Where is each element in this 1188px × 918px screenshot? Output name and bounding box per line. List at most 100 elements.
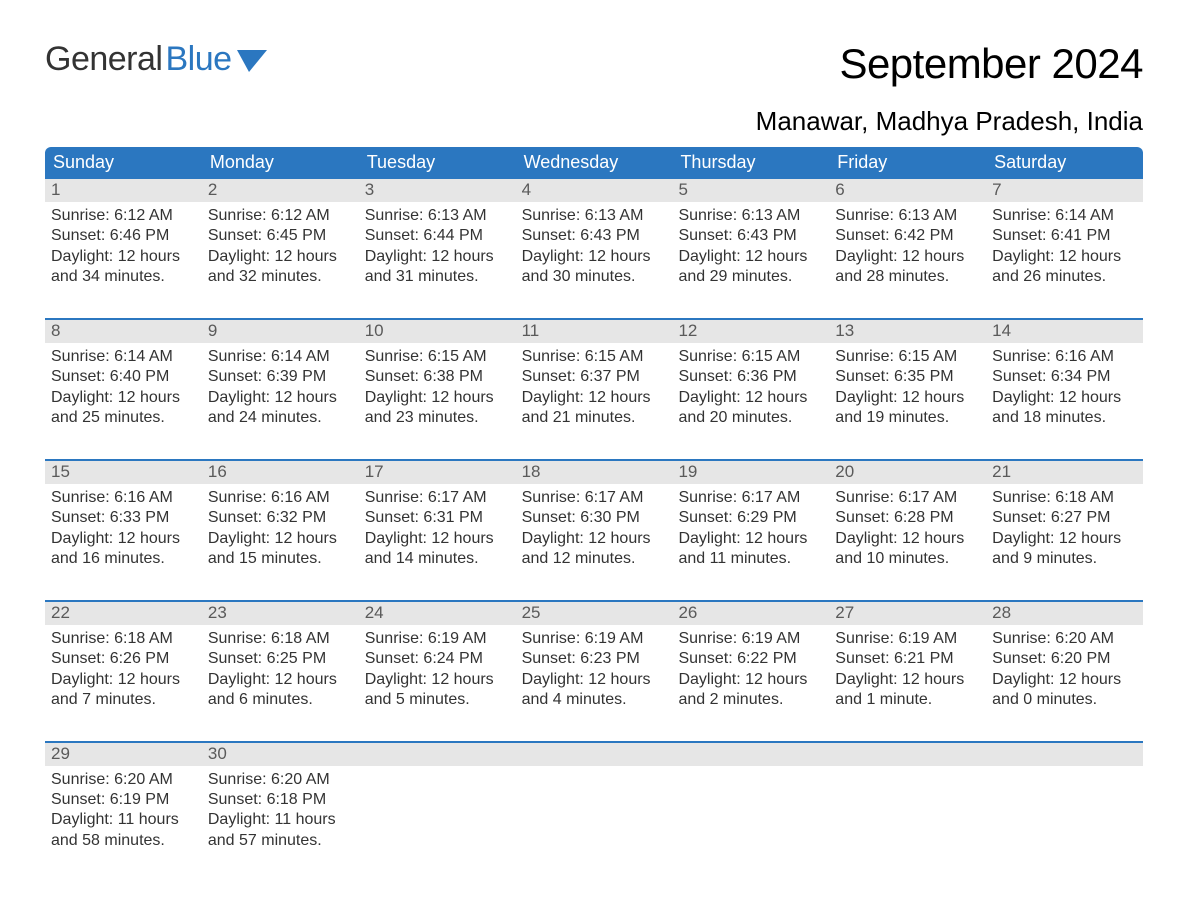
brand-part2: Blue [165, 40, 231, 79]
day-number: 22 [45, 602, 202, 625]
calendar-day-cell: 29Sunrise: 6:20 AMSunset: 6:19 PMDayligh… [45, 743, 202, 856]
daylight-line: Daylight: 12 hours and 0 minutes. [992, 670, 1137, 711]
sunrise-line: Sunrise: 6:20 AM [208, 770, 353, 790]
brand-logo: GeneralBlue [45, 40, 267, 79]
sunset-line: Sunset: 6:32 PM [208, 508, 353, 528]
daylight-line: Daylight: 12 hours and 7 minutes. [51, 670, 196, 711]
daylight-line: Daylight: 12 hours and 11 minutes. [678, 529, 823, 570]
sunrise-line: Sunrise: 6:12 AM [51, 206, 196, 226]
daylight-line: Daylight: 12 hours and 24 minutes. [208, 388, 353, 429]
day-body: Sunrise: 6:12 AMSunset: 6:45 PMDaylight:… [202, 202, 359, 292]
daylight-line: Daylight: 12 hours and 9 minutes. [992, 529, 1137, 570]
calendar-week-row: 15Sunrise: 6:16 AMSunset: 6:33 PMDayligh… [45, 459, 1143, 574]
day-body: Sunrise: 6:19 AMSunset: 6:21 PMDaylight:… [829, 625, 986, 715]
calendar-day-cell: 18Sunrise: 6:17 AMSunset: 6:30 PMDayligh… [516, 461, 673, 574]
sunset-line: Sunset: 6:19 PM [51, 790, 196, 810]
day-body: Sunrise: 6:18 AMSunset: 6:27 PMDaylight:… [986, 484, 1143, 574]
sunset-line: Sunset: 6:42 PM [835, 226, 980, 246]
sunrise-line: Sunrise: 6:13 AM [522, 206, 667, 226]
sunset-line: Sunset: 6:36 PM [678, 367, 823, 387]
sunrise-line: Sunrise: 6:20 AM [992, 629, 1137, 649]
empty-day-number [829, 743, 986, 766]
calendar-day-cell: 10Sunrise: 6:15 AMSunset: 6:38 PMDayligh… [359, 320, 516, 433]
day-number: 21 [986, 461, 1143, 484]
calendar-day-cell: 26Sunrise: 6:19 AMSunset: 6:22 PMDayligh… [672, 602, 829, 715]
daylight-line: Daylight: 12 hours and 12 minutes. [522, 529, 667, 570]
day-body: Sunrise: 6:19 AMSunset: 6:22 PMDaylight:… [672, 625, 829, 715]
day-number: 13 [829, 320, 986, 343]
sunrise-line: Sunrise: 6:19 AM [835, 629, 980, 649]
calendar-week-row: 29Sunrise: 6:20 AMSunset: 6:19 PMDayligh… [45, 741, 1143, 856]
calendar-day-cell: 5Sunrise: 6:13 AMSunset: 6:43 PMDaylight… [672, 179, 829, 292]
calendar-day-cell: 1Sunrise: 6:12 AMSunset: 6:46 PMDaylight… [45, 179, 202, 292]
daylight-line: Daylight: 12 hours and 23 minutes. [365, 388, 510, 429]
sunset-line: Sunset: 6:25 PM [208, 649, 353, 669]
sunset-line: Sunset: 6:21 PM [835, 649, 980, 669]
sunset-line: Sunset: 6:43 PM [522, 226, 667, 246]
day-body: Sunrise: 6:20 AMSunset: 6:20 PMDaylight:… [986, 625, 1143, 715]
daylight-line: Daylight: 11 hours and 58 minutes. [51, 810, 196, 851]
daylight-line: Daylight: 12 hours and 31 minutes. [365, 247, 510, 288]
day-number: 15 [45, 461, 202, 484]
day-body: Sunrise: 6:13 AMSunset: 6:43 PMDaylight:… [516, 202, 673, 292]
sunrise-line: Sunrise: 6:17 AM [365, 488, 510, 508]
weekday-header-cell: Thursday [672, 147, 829, 179]
daylight-line: Daylight: 12 hours and 2 minutes. [678, 670, 823, 711]
day-body: Sunrise: 6:13 AMSunset: 6:44 PMDaylight:… [359, 202, 516, 292]
day-body: Sunrise: 6:18 AMSunset: 6:26 PMDaylight:… [45, 625, 202, 715]
sunset-line: Sunset: 6:38 PM [365, 367, 510, 387]
day-number: 27 [829, 602, 986, 625]
calendar-day-cell: 23Sunrise: 6:18 AMSunset: 6:25 PMDayligh… [202, 602, 359, 715]
day-number: 5 [672, 179, 829, 202]
sunset-line: Sunset: 6:37 PM [522, 367, 667, 387]
sunrise-line: Sunrise: 6:16 AM [208, 488, 353, 508]
day-body: Sunrise: 6:16 AMSunset: 6:32 PMDaylight:… [202, 484, 359, 574]
calendar-day-cell: 24Sunrise: 6:19 AMSunset: 6:24 PMDayligh… [359, 602, 516, 715]
sunset-line: Sunset: 6:46 PM [51, 226, 196, 246]
calendar-day-cell: 21Sunrise: 6:18 AMSunset: 6:27 PMDayligh… [986, 461, 1143, 574]
day-body: Sunrise: 6:17 AMSunset: 6:28 PMDaylight:… [829, 484, 986, 574]
sunset-line: Sunset: 6:18 PM [208, 790, 353, 810]
weekday-header-cell: Monday [202, 147, 359, 179]
calendar-day-cell [359, 743, 516, 856]
calendar-day-cell: 15Sunrise: 6:16 AMSunset: 6:33 PMDayligh… [45, 461, 202, 574]
sunset-line: Sunset: 6:41 PM [992, 226, 1137, 246]
sunset-line: Sunset: 6:29 PM [678, 508, 823, 528]
calendar-day-cell: 11Sunrise: 6:15 AMSunset: 6:37 PMDayligh… [516, 320, 673, 433]
sunrise-line: Sunrise: 6:12 AM [208, 206, 353, 226]
calendar-day-cell: 19Sunrise: 6:17 AMSunset: 6:29 PMDayligh… [672, 461, 829, 574]
calendar-day-cell: 6Sunrise: 6:13 AMSunset: 6:42 PMDaylight… [829, 179, 986, 292]
calendar-day-cell: 8Sunrise: 6:14 AMSunset: 6:40 PMDaylight… [45, 320, 202, 433]
calendar-day-cell: 25Sunrise: 6:19 AMSunset: 6:23 PMDayligh… [516, 602, 673, 715]
brand-flag-icon [237, 50, 267, 74]
calendar-day-cell: 27Sunrise: 6:19 AMSunset: 6:21 PMDayligh… [829, 602, 986, 715]
day-number: 2 [202, 179, 359, 202]
sunrise-line: Sunrise: 6:14 AM [992, 206, 1137, 226]
sunset-line: Sunset: 6:27 PM [992, 508, 1137, 528]
sunset-line: Sunset: 6:34 PM [992, 367, 1137, 387]
daylight-line: Daylight: 12 hours and 26 minutes. [992, 247, 1137, 288]
calendar-day-cell: 9Sunrise: 6:14 AMSunset: 6:39 PMDaylight… [202, 320, 359, 433]
sunset-line: Sunset: 6:28 PM [835, 508, 980, 528]
daylight-line: Daylight: 12 hours and 1 minute. [835, 670, 980, 711]
sunrise-line: Sunrise: 6:20 AM [51, 770, 196, 790]
sunrise-line: Sunrise: 6:17 AM [835, 488, 980, 508]
calendar-day-cell [829, 743, 986, 856]
sunrise-line: Sunrise: 6:18 AM [208, 629, 353, 649]
calendar-day-cell: 28Sunrise: 6:20 AMSunset: 6:20 PMDayligh… [986, 602, 1143, 715]
calendar-day-cell [986, 743, 1143, 856]
calendar-week-row: 1Sunrise: 6:12 AMSunset: 6:46 PMDaylight… [45, 179, 1143, 292]
day-number: 9 [202, 320, 359, 343]
day-body: Sunrise: 6:18 AMSunset: 6:25 PMDaylight:… [202, 625, 359, 715]
daylight-line: Daylight: 12 hours and 15 minutes. [208, 529, 353, 570]
weekday-header-cell: Wednesday [516, 147, 673, 179]
sunset-line: Sunset: 6:31 PM [365, 508, 510, 528]
sunset-line: Sunset: 6:43 PM [678, 226, 823, 246]
day-body: Sunrise: 6:12 AMSunset: 6:46 PMDaylight:… [45, 202, 202, 292]
calendar-day-cell: 2Sunrise: 6:12 AMSunset: 6:45 PMDaylight… [202, 179, 359, 292]
month-title: September 2024 [839, 40, 1143, 88]
calendar-week-row: 22Sunrise: 6:18 AMSunset: 6:26 PMDayligh… [45, 600, 1143, 715]
sunrise-line: Sunrise: 6:13 AM [365, 206, 510, 226]
calendar-day-cell: 14Sunrise: 6:16 AMSunset: 6:34 PMDayligh… [986, 320, 1143, 433]
daylight-line: Daylight: 12 hours and 19 minutes. [835, 388, 980, 429]
